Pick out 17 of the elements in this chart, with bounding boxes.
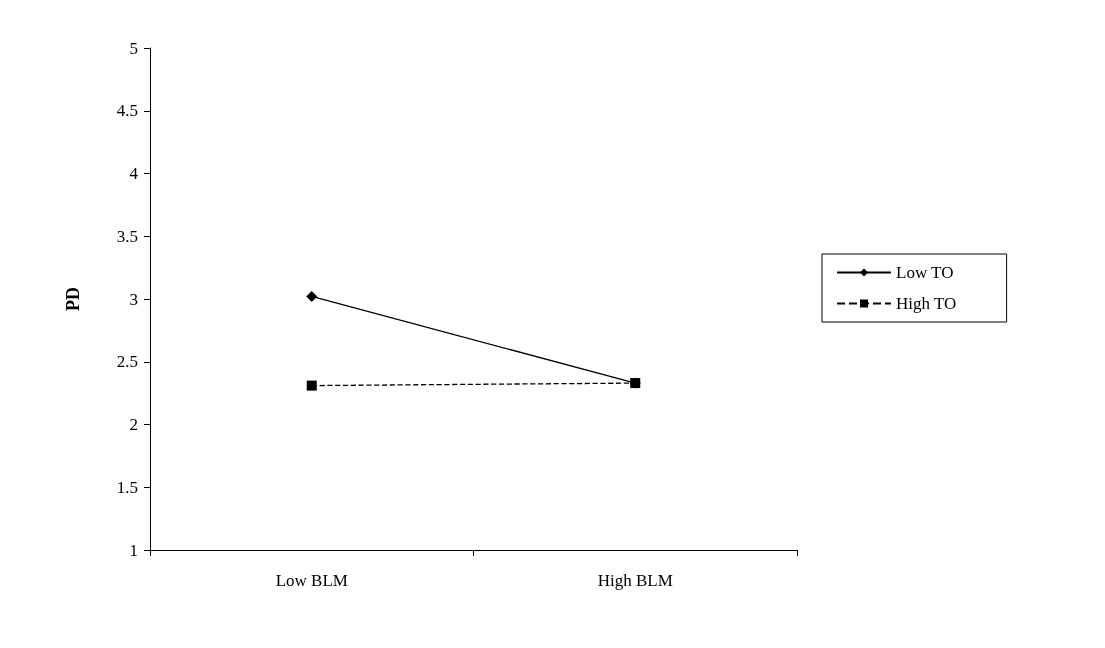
y-tick-label: 1 xyxy=(129,540,138,560)
x-tick-label: Low BLM xyxy=(275,571,348,590)
point xyxy=(630,378,641,389)
legend-label: High TO xyxy=(896,294,957,313)
x-tick-label: High BLM xyxy=(597,571,673,590)
point xyxy=(306,380,317,391)
y-tick-label: 4 xyxy=(129,164,139,183)
y-tick-label: 1.5 xyxy=(116,477,138,497)
y-tick-label: 3.5 xyxy=(116,226,138,246)
legend-label: Low TO xyxy=(896,263,954,282)
y-tick-label: 3 xyxy=(129,289,138,309)
y-axis-title: PD xyxy=(63,287,83,311)
y-tick-label: 5 xyxy=(129,38,138,58)
y-tick-label: 2.5 xyxy=(116,352,138,372)
y-tick-label: 4.5 xyxy=(116,101,138,121)
y-tick-label: 2 xyxy=(129,415,138,434)
point xyxy=(306,290,318,302)
